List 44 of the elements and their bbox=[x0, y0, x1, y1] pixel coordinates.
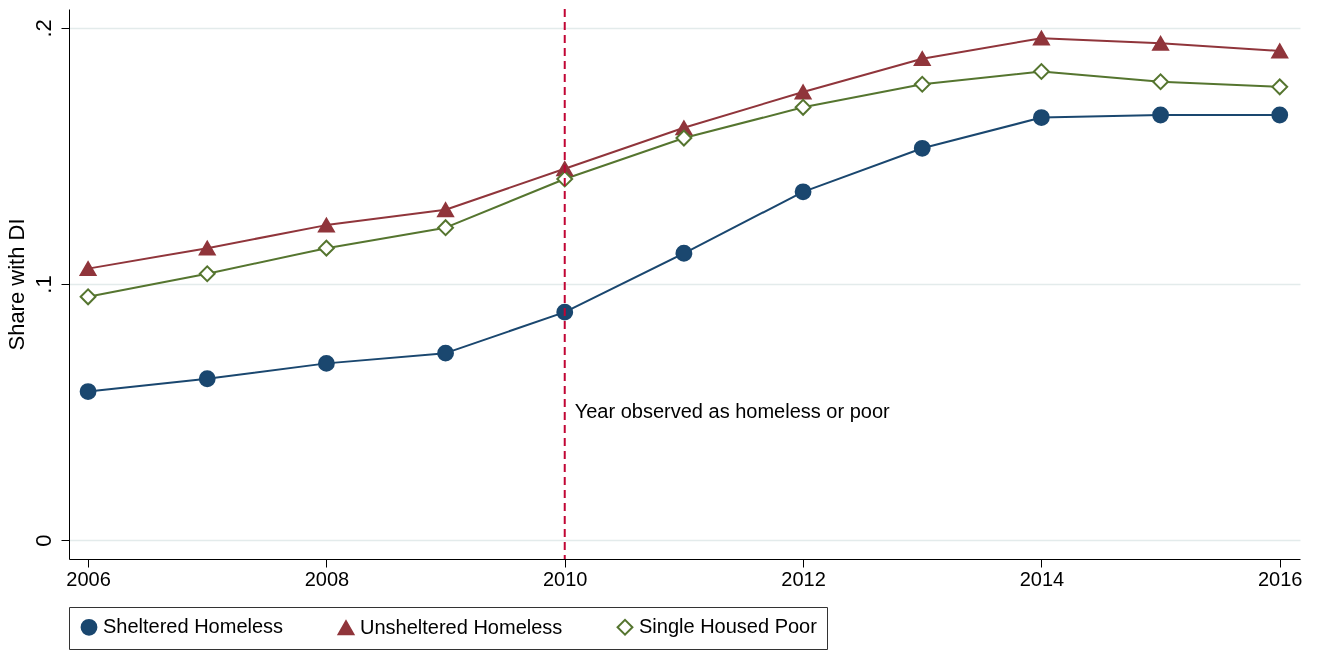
legend-label: Sheltered Homeless bbox=[103, 615, 284, 638]
point bbox=[1032, 30, 1050, 46]
point bbox=[79, 383, 97, 400]
point bbox=[1271, 78, 1289, 96]
point bbox=[794, 98, 812, 116]
point bbox=[317, 354, 335, 372]
x-tick-label: 2016 bbox=[1257, 567, 1303, 590]
point bbox=[198, 240, 216, 256]
point bbox=[437, 219, 454, 237]
point bbox=[794, 183, 812, 201]
y-tick-label: 0 bbox=[30, 534, 56, 547]
legend-label: Unsheltered Homeless bbox=[360, 615, 563, 638]
point bbox=[1152, 35, 1169, 51]
point bbox=[913, 51, 931, 67]
y-tick-label: .1 bbox=[30, 275, 56, 294]
point bbox=[1152, 73, 1169, 91]
point bbox=[913, 139, 931, 157]
point bbox=[437, 202, 454, 218]
point bbox=[1032, 63, 1050, 80]
y-tick-label: .2 bbox=[30, 19, 56, 38]
point bbox=[79, 261, 97, 277]
point bbox=[913, 75, 931, 93]
y-axis-title: Share with DI bbox=[3, 218, 29, 351]
point bbox=[79, 288, 97, 306]
point bbox=[794, 84, 812, 100]
x-tick-label: 2006 bbox=[66, 567, 111, 590]
point bbox=[198, 370, 216, 388]
x-tick-label: 2012 bbox=[781, 567, 826, 590]
x-tick-label: 2014 bbox=[1019, 567, 1065, 590]
point bbox=[317, 217, 335, 233]
legend-label: Single Housed Poor bbox=[639, 615, 818, 638]
x-tick-label: 2008 bbox=[304, 567, 350, 590]
point bbox=[556, 303, 574, 321]
point bbox=[675, 129, 693, 147]
point bbox=[317, 239, 335, 257]
point bbox=[675, 244, 693, 262]
point bbox=[198, 265, 216, 283]
annotation: Year observed as homeless or poor bbox=[574, 400, 891, 423]
point bbox=[1271, 106, 1289, 124]
point bbox=[1271, 43, 1289, 59]
x-tick-label: 2010 bbox=[542, 567, 588, 590]
point bbox=[1032, 109, 1050, 126]
point bbox=[437, 344, 454, 362]
point bbox=[1152, 106, 1169, 124]
